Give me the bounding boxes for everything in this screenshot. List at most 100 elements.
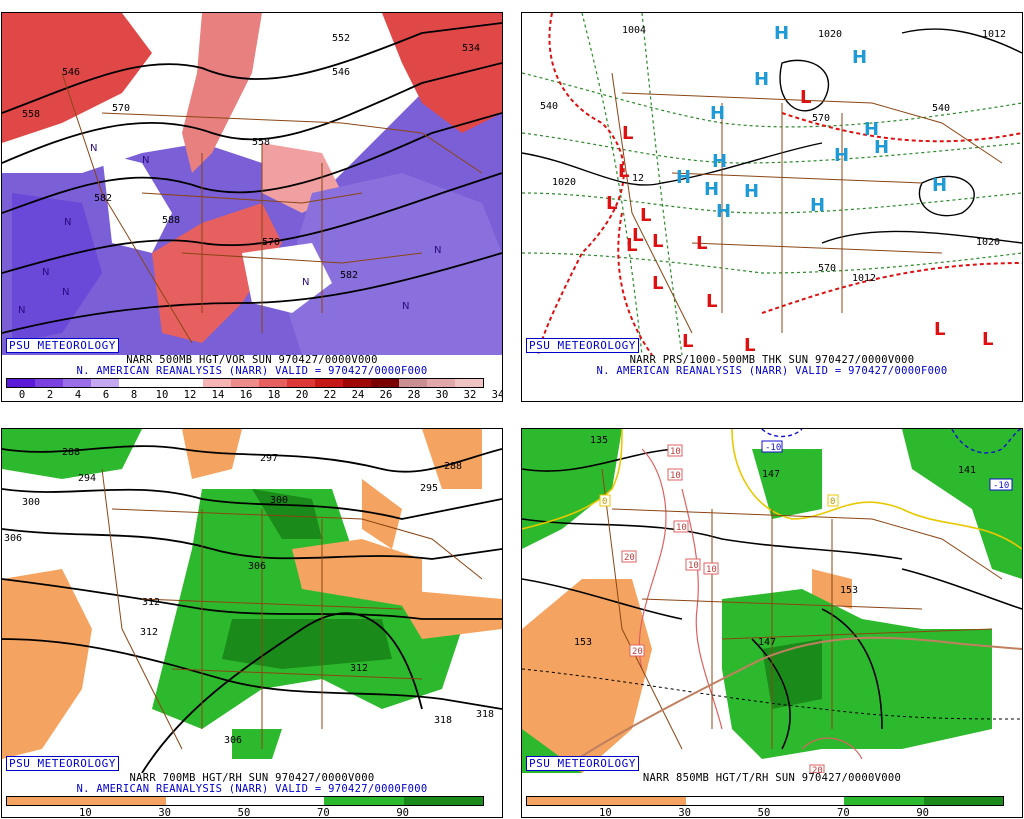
colorbar-swatch	[119, 379, 147, 387]
colorbar-tick-label: 90	[916, 807, 929, 818]
vorticity-n-marker: N	[142, 155, 149, 166]
colorbar-swatch	[606, 797, 686, 805]
contour-label: 12	[632, 173, 644, 184]
temp-box: 0	[827, 494, 839, 507]
psu-meteorology-badge: PSU METEOROLOGY	[526, 338, 639, 353]
colorbar-swatch	[147, 379, 175, 387]
low-pressure-marker: L	[744, 335, 755, 355]
low-pressure-marker: L	[652, 273, 663, 294]
low-pressure-marker: L	[982, 329, 993, 350]
colorbar-tick-label: 18	[267, 389, 281, 401]
temp-box: 10	[667, 444, 683, 457]
temp-box: 10	[703, 562, 719, 575]
colorbar-ticks: 0246810121416182022242628303234	[6, 389, 502, 401]
colorbar-tick-label: 50	[757, 807, 771, 818]
low-pressure-marker: L	[618, 161, 629, 182]
contour-label: 153	[840, 585, 858, 596]
panel-500mb-hgt-vor: 546 558 570 582 588 552 558 534 546 570 …	[1, 12, 503, 402]
contour-label: 318	[434, 715, 452, 726]
svg-text:20: 20	[812, 766, 823, 773]
temp-box: -10	[989, 478, 1013, 491]
colorbar-swatch	[91, 379, 119, 387]
contour-label: 1004	[622, 25, 646, 36]
contour-label: 570	[262, 237, 280, 248]
colorbar-swatch	[244, 797, 325, 805]
colorbar-swatch	[403, 797, 483, 805]
vorticity-n-marker: N	[18, 305, 25, 316]
colorbar-tick-label: 28	[407, 389, 421, 401]
low-pressure-marker: L	[632, 225, 643, 246]
colorbar-tick-label: 24	[351, 389, 365, 401]
high-pressure-marker: H	[834, 145, 849, 166]
vorticity-n-marker: N	[90, 143, 97, 154]
map-prs-thk: 1004 1020 1012 540 1020 570 1020 1012 57…	[522, 13, 1022, 355]
colorbar-swatch	[7, 379, 35, 387]
panel-850mb-hgt-t-rh: 135 147 153 147 153 141 -10 -10 0 10 10 …	[521, 428, 1023, 818]
colorbar-swatch	[324, 797, 404, 805]
psu-meteorology-badge: PSU METEOROLOGY	[6, 756, 119, 771]
high-pressure-marker: H	[864, 119, 879, 140]
panel-title: NARR PRS/1000-500MB THK SUN 970427/0000V…	[629, 354, 915, 366]
colorbar-swatch	[371, 379, 399, 387]
contour-label: 582	[340, 270, 358, 281]
map-850mb: 135 147 153 147 153 141 -10 -10 0 10 10 …	[522, 429, 1022, 773]
colorbar-swatch	[175, 379, 203, 387]
contour-label: 288	[62, 447, 80, 458]
contour-label: 570	[812, 113, 830, 124]
high-pressure-marker: H	[774, 23, 789, 44]
contour-label: 582	[94, 193, 112, 204]
colorbar-swatch	[86, 797, 166, 805]
high-pressure-marker: H	[932, 175, 947, 196]
colorbar-tick-label: 34	[491, 389, 502, 401]
contour-label: 318	[476, 709, 494, 720]
contour-label: 570	[818, 263, 836, 274]
panel-title: NARR 850MB HGT/T/RH SUN 970427/0000V000	[642, 772, 902, 784]
colorbar-swatch	[315, 379, 343, 387]
colorbar-tick-label: 32	[463, 389, 477, 401]
temp-box: 10	[667, 468, 683, 481]
contour-label: 297	[260, 453, 278, 464]
contour-label: 1020	[818, 29, 842, 40]
contour-label: 558	[22, 109, 40, 120]
panel-title: NARR 500MB HGT/VOR SUN 970427/0000V000	[126, 354, 378, 366]
colorbar-swatch	[231, 379, 259, 387]
contour-label: 306	[248, 561, 266, 572]
contour-label: 1020	[552, 177, 576, 188]
contour-label: 540	[540, 101, 558, 112]
contour-label: 534	[462, 43, 480, 54]
contour-label: 135	[590, 435, 608, 446]
vorticity-n-marker: N	[62, 287, 69, 298]
svg-text:10: 10	[706, 565, 717, 575]
svg-text:10: 10	[670, 471, 681, 481]
high-pressure-marker: H	[754, 69, 769, 90]
colorbar-swatch	[527, 797, 607, 805]
colorbar-tick-label: 30	[678, 807, 691, 818]
low-pressure-marker: L	[622, 123, 633, 144]
colorbar-tick-label: 2	[46, 389, 54, 401]
contour-label: 312	[140, 627, 158, 638]
contour-label: 558	[252, 137, 270, 148]
colorbar-tick-label: 20	[295, 389, 309, 401]
low-pressure-marker: L	[626, 235, 637, 256]
colorbar-tick-label: 30	[158, 807, 171, 818]
contour-label: 546	[62, 67, 80, 78]
map-500mb: 546 558 570 582 588 552 558 534 546 570 …	[2, 13, 502, 355]
svg-text:10: 10	[688, 561, 699, 571]
colorbar-tick-label: 26	[379, 389, 393, 401]
map-700mb: 288 294 300 306 297 300 288 295 306 312 …	[2, 429, 502, 773]
contour-label: 306	[224, 735, 242, 746]
colorbar-tick-label: 70	[837, 807, 850, 818]
low-pressure-marker: L	[800, 87, 811, 108]
low-pressure-marker: L	[652, 231, 663, 252]
temp-box: 20	[621, 550, 637, 563]
psu-meteorology-badge: PSU METEOROLOGY	[6, 338, 119, 353]
contour-label: 288	[444, 461, 462, 472]
colorbar-swatch	[7, 797, 87, 805]
colorbar-tick-label: 14	[211, 389, 225, 401]
colorbar-ticks: 10 30 50 70 90	[526, 807, 1002, 818]
low-pressure-marker: L	[706, 291, 717, 312]
colorbar-swatch	[844, 797, 924, 805]
contour-label: 570	[112, 103, 130, 114]
contour-label: 312	[142, 597, 160, 608]
colorbar-swatch	[343, 379, 371, 387]
